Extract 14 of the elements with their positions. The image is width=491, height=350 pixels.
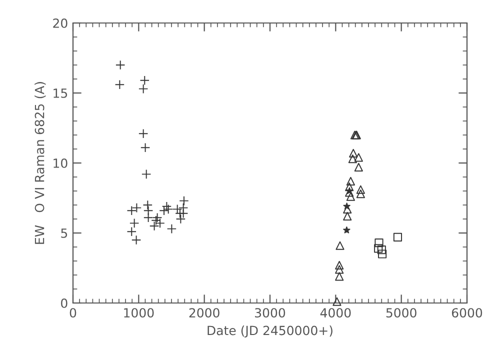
x-tick-label: 5000 <box>386 308 416 318</box>
y-tick-label: 0 <box>61 298 68 308</box>
x-tick-label: 6000 <box>452 308 482 318</box>
x-tick-label: 2000 <box>189 308 220 318</box>
y-axis-title: EW O VI Raman 6825 (A) <box>34 82 46 244</box>
y-tick-label: 10 <box>54 158 68 168</box>
x-tick-label: 1000 <box>124 308 154 318</box>
x-axis-title: Date (JD 2450000+) <box>208 326 332 338</box>
y-tick-label: 20 <box>53 18 68 28</box>
y-tick-label: 5 <box>61 228 68 238</box>
x-tick-label: 0 <box>70 308 76 318</box>
y-tick-label: 15 <box>54 88 68 98</box>
x-tick-label: 4000 <box>320 308 351 318</box>
x-tick-label: 3000 <box>255 308 286 318</box>
